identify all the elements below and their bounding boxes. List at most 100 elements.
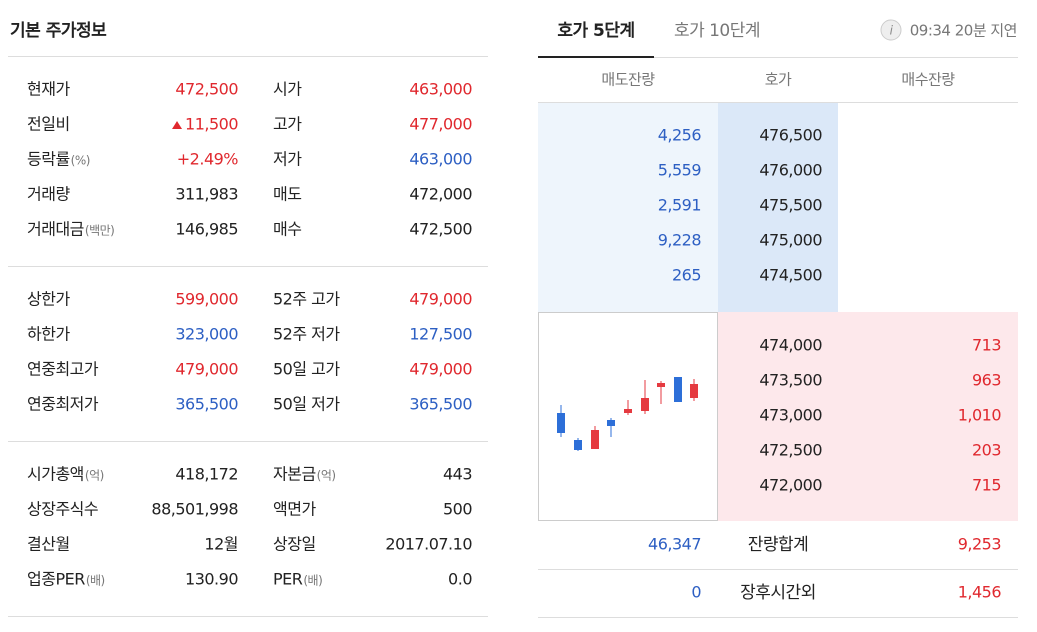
field-value: 365,500 <box>175 395 238 414</box>
field-value: 311,983 <box>175 185 238 204</box>
field-label: 전일비 <box>27 115 70 134</box>
field-label: PER <box>273 570 303 589</box>
bid-qty: 203 <box>972 441 1001 460</box>
field-value: 323,000 <box>175 325 238 344</box>
total-buy: 9,253 <box>958 535 1001 554</box>
field-value: 127,500 <box>409 325 472 344</box>
field-label: 연중최고가 <box>27 360 99 379</box>
field-value: 479,000 <box>175 360 238 379</box>
field-label: 거래대금 <box>27 220 84 239</box>
field-label: 등락률 <box>27 150 70 169</box>
bid-price: 473,500 <box>759 371 822 390</box>
field-value: +2.49% <box>177 150 239 169</box>
delay-notice: 09:34 20분 지연 <box>910 22 1017 40</box>
field-value: 0.0 <box>448 570 472 589</box>
ask-qty: 265 <box>672 266 701 285</box>
field-value: 599,000 <box>175 290 238 309</box>
ask-price: 476,500 <box>759 126 822 145</box>
ask-price: 475,000 <box>759 231 822 250</box>
bid-price: 474,000 <box>759 336 822 355</box>
bid-qty: 713 <box>972 336 1001 355</box>
column-header: 호가 <box>765 71 792 89</box>
field-label: 상한가 <box>27 290 70 309</box>
field-unit: (억) <box>317 469 336 483</box>
up-arrow <box>172 121 183 129</box>
ask-qty: 5,559 <box>658 161 702 180</box>
field-value: 2017.07.10 <box>385 535 472 554</box>
field-unit: (억) <box>85 469 104 483</box>
column-header: 매도잔량 <box>601 71 655 89</box>
mini-chart-frame <box>538 312 718 521</box>
field-value: 443 <box>443 465 472 484</box>
total-sell: 0 <box>691 583 701 602</box>
info-icon[interactable] <box>880 19 902 41</box>
field-value: 477,000 <box>409 115 472 134</box>
field-value: 130.90 <box>185 570 238 589</box>
bid-price: 473,000 <box>759 406 822 425</box>
field-label: 매수 <box>273 220 301 239</box>
ask-price-bg <box>718 102 838 312</box>
info-icon-glyph: i <box>890 24 894 38</box>
field-unit: (%) <box>71 154 90 168</box>
field-label: 자본금 <box>273 465 316 484</box>
field-label: 상장일 <box>273 535 316 554</box>
bid-price: 472,000 <box>759 476 822 495</box>
field-label: 현재가 <box>27 80 70 99</box>
field-label: 시가총액 <box>27 465 84 484</box>
total-label: 잔량합계 <box>748 535 809 555</box>
field-label: 상장주식수 <box>27 500 98 519</box>
total-label: 장후시간외 <box>740 583 816 603</box>
field-label: 결산월 <box>27 535 70 554</box>
total-sell: 46,347 <box>648 535 701 554</box>
field-label: 52주 고가 <box>273 290 340 309</box>
field-label: 액면가 <box>273 500 316 519</box>
ask-qty: 4,256 <box>658 126 702 145</box>
field-label: 업종PER <box>27 570 85 589</box>
bid-price: 472,500 <box>759 441 822 460</box>
field-value: 463,000 <box>409 150 472 169</box>
field-value: 500 <box>443 500 472 519</box>
ask-price: 476,000 <box>759 161 822 180</box>
column-header: 매수잔량 <box>901 71 955 89</box>
ask-qty: 2,591 <box>658 196 701 215</box>
field-label: 고가 <box>273 115 302 134</box>
ask-qty-bg <box>538 102 718 312</box>
ask-price: 474,500 <box>759 266 822 285</box>
field-value: 472,000 <box>409 185 472 204</box>
field-label: 하한가 <box>27 325 70 344</box>
field-value: 12월 <box>204 535 238 554</box>
total-buy: 1,456 <box>958 583 1002 602</box>
ask-price: 475,500 <box>759 196 822 215</box>
field-value: 88,501,998 <box>151 500 238 519</box>
field-label: 50일 저가 <box>273 395 340 414</box>
field-label: 거래량 <box>27 185 70 204</box>
field-value: 418,172 <box>175 465 238 484</box>
field-label: 50일 고가 <box>273 360 340 379</box>
bid-qty: 715 <box>972 476 1001 495</box>
field-label: 52주 저가 <box>273 325 340 344</box>
field-label: 매도 <box>273 185 301 204</box>
mini-candle-chart <box>557 377 698 451</box>
field-label: 시가 <box>273 80 302 99</box>
bid-qty: 963 <box>972 371 1001 390</box>
section-title: 기본 주가정보 <box>10 21 107 41</box>
tab[interactable]: 호가 5단계 <box>557 21 635 41</box>
field-unit: (백만) <box>85 224 114 238</box>
bid-bg <box>718 312 1018 521</box>
field-unit: (배) <box>86 574 105 588</box>
field-label: 연중최저가 <box>27 395 99 414</box>
field-value: 11,500 <box>185 115 238 134</box>
field-unit: (배) <box>303 574 322 588</box>
field-value: 463,000 <box>409 80 472 99</box>
field-value: 472,500 <box>175 80 238 99</box>
bid-qty: 1,010 <box>958 406 1002 425</box>
field-label: 저가 <box>273 150 302 169</box>
field-value: 479,000 <box>409 290 472 309</box>
field-value: 365,500 <box>409 395 472 414</box>
tab[interactable]: 호가 10단계 <box>674 21 761 41</box>
field-value: 479,000 <box>409 360 472 379</box>
field-value: 146,985 <box>175 220 238 239</box>
ask-qty: 9,228 <box>658 231 702 250</box>
field-value: 472,500 <box>409 220 472 239</box>
